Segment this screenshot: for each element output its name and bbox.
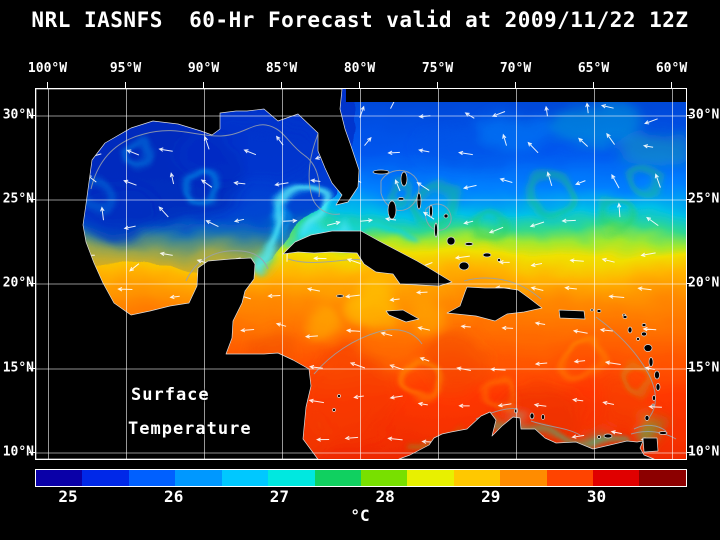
- field-label-line2: Temperature: [128, 419, 252, 439]
- colorbar-unit: °C: [350, 506, 370, 525]
- bathymetry-contours: [90, 124, 677, 440]
- no-data-region: [346, 89, 686, 102]
- colorbar: [35, 469, 687, 487]
- lon-tick: [203, 82, 204, 88]
- colorbar-segment: [407, 470, 454, 486]
- colorbar-segment: [360, 470, 408, 486]
- lon-label: 90°W: [187, 61, 220, 76]
- colorbar-segment: [593, 470, 640, 486]
- lon-tick: [359, 82, 360, 88]
- colorbar-segment: [500, 470, 547, 486]
- page-title: NRL IASNFS 60-Hr Forecast valid at 2009/…: [31, 8, 689, 32]
- lon-tick: [281, 82, 282, 88]
- lat-tick-right: [686, 199, 692, 200]
- lon-tick: [47, 82, 48, 88]
- colorbar-segment: [314, 470, 361, 486]
- lon-tick: [437, 82, 438, 88]
- colorbar-segment: [453, 470, 501, 486]
- small-islands: [332, 169, 668, 439]
- colorbar-tick-label: 28: [375, 487, 395, 506]
- lat-label-left: 20°N: [2, 275, 34, 291]
- lon-label: 80°W: [343, 61, 376, 76]
- colorbar-segment: [221, 470, 269, 486]
- lat-label-left: 15°N: [2, 360, 34, 376]
- colorbar-tick-label: 25: [58, 487, 78, 506]
- lon-label: 65°W: [577, 61, 610, 76]
- lat-tick-left: [29, 283, 35, 284]
- lat-label-right: 15°N: [688, 360, 720, 376]
- colorbar-tick-label: 26: [164, 487, 184, 506]
- lat-label-right: 30°N: [688, 107, 720, 123]
- lat-label-right: 25°N: [688, 191, 720, 207]
- lon-label: 75°W: [421, 61, 454, 76]
- lat-tick-right: [686, 283, 692, 284]
- lat-tick-left: [29, 368, 35, 369]
- lon-label: 60°W: [655, 61, 688, 76]
- field-label-line1: Surface: [131, 385, 210, 405]
- lon-tick: [593, 82, 594, 88]
- map-frame: Surface Temperature: [35, 88, 687, 460]
- cuba-land: [282, 230, 453, 287]
- lon-tick: [515, 82, 516, 88]
- map-canvas: [36, 89, 686, 459]
- colorbar-segment: [175, 470, 222, 486]
- lat-label-left: 30°N: [2, 107, 34, 123]
- lon-label: 95°W: [109, 61, 142, 76]
- lat-label-left: 10°N: [2, 444, 34, 460]
- north-america-land: [36, 89, 360, 459]
- puerto-rico-land: [558, 309, 586, 320]
- lon-label: 100°W: [27, 61, 68, 76]
- lon-tick: [125, 82, 126, 88]
- lat-label-left: 25°N: [2, 191, 34, 207]
- colorbar-segment: [128, 470, 176, 486]
- colorbar-tick-label: 30: [586, 487, 607, 506]
- lat-label-right: 20°N: [688, 275, 720, 291]
- jamaica-land: [385, 309, 420, 323]
- trinidad-land: [642, 437, 659, 453]
- colorbar-tick-label: 27: [269, 487, 290, 506]
- lat-tick-left: [29, 199, 35, 200]
- lat-tick-left: [29, 115, 35, 116]
- lat-tick-right: [686, 115, 692, 116]
- lon-label: 70°W: [499, 61, 532, 76]
- colorbar-segment: [82, 470, 129, 486]
- lat-tick-right: [686, 368, 692, 369]
- hispaniola-land: [446, 286, 543, 322]
- lat-tick-left: [29, 452, 35, 453]
- south-america-land: [398, 411, 655, 459]
- colorbar-segment: [639, 470, 686, 486]
- colorbar-segment: [546, 470, 594, 486]
- lat-label-right: 10°N: [688, 444, 720, 460]
- colorbar-segment: [36, 470, 83, 486]
- lon-tick: [671, 82, 672, 88]
- land-masses: [36, 89, 668, 459]
- lat-tick-right: [686, 452, 692, 453]
- colorbar-segment: [268, 470, 315, 486]
- colorbar-tick-label: 29: [481, 487, 501, 506]
- lon-label: 85°W: [265, 61, 298, 76]
- grid-lines: [36, 89, 686, 459]
